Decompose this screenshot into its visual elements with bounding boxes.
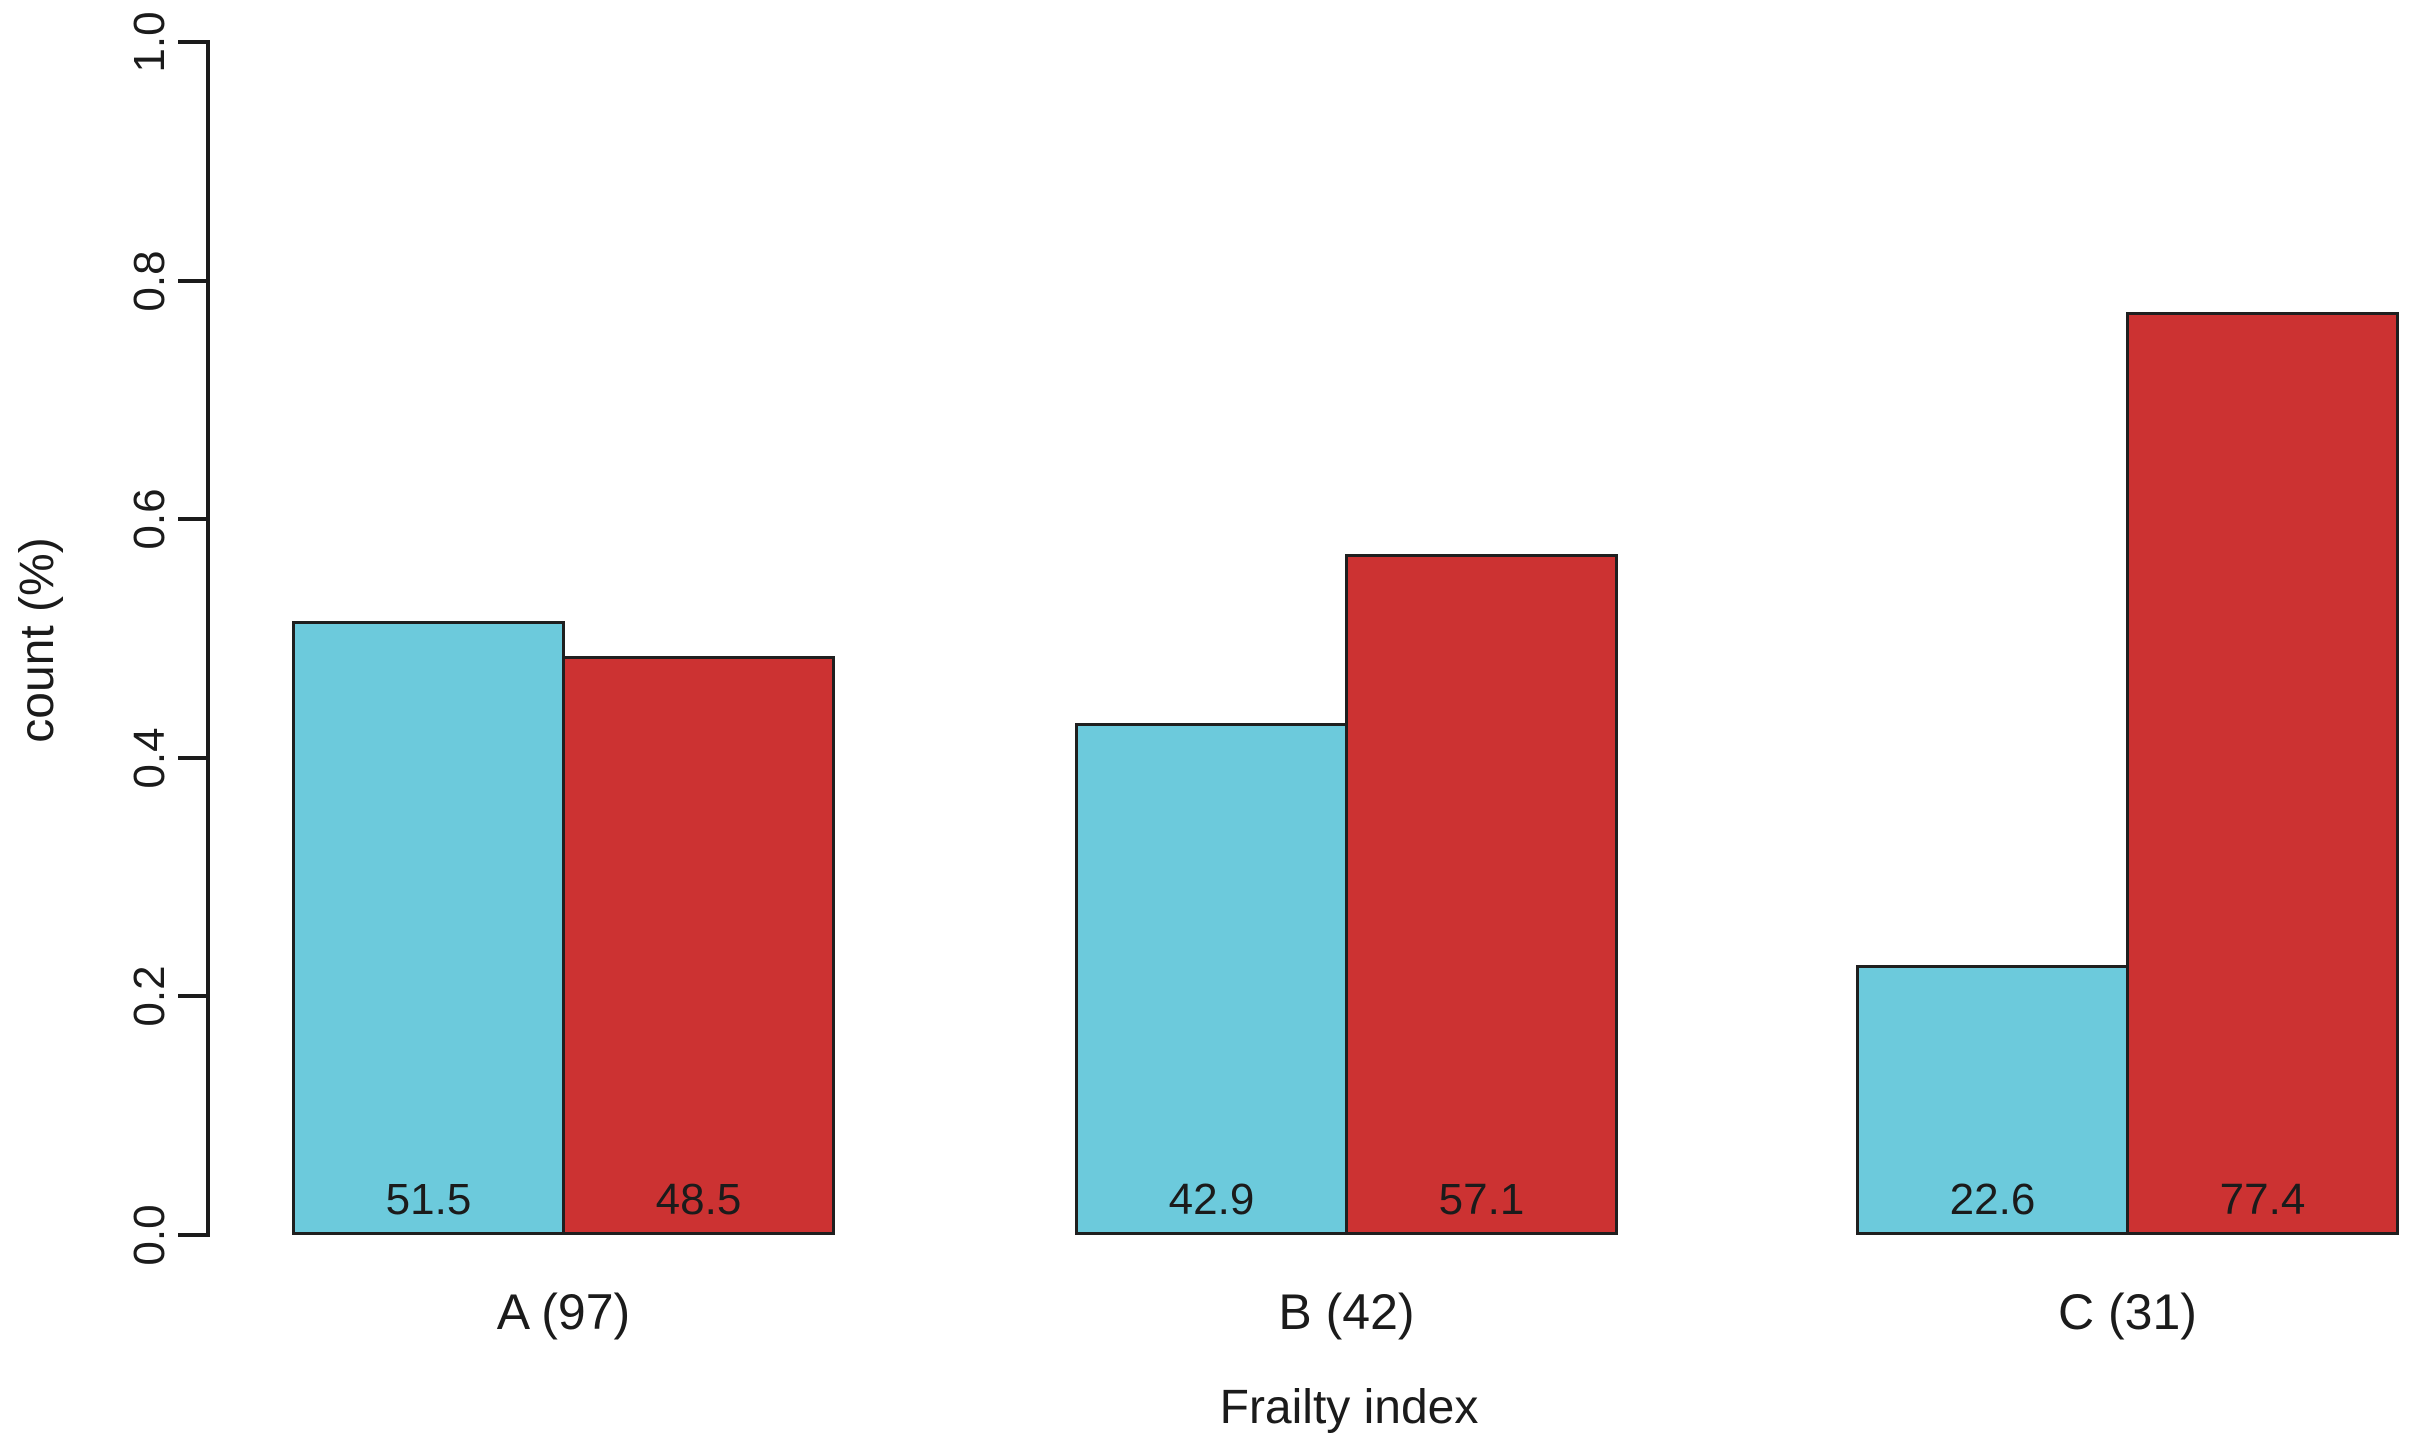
bar-C-cyan	[1856, 965, 2129, 1235]
x-axis-title: Frailty index	[1219, 1381, 1479, 1434]
y-tick	[178, 517, 206, 522]
y-tick	[178, 994, 206, 999]
y-tick-label: 0.2	[125, 965, 174, 1027]
bar-B-red	[1345, 553, 1618, 1235]
y-tick	[178, 40, 206, 44]
bar-value-label: 77.4	[2219, 1175, 2306, 1224]
y-axis-line	[206, 40, 210, 1237]
bar-value-label: 51.5	[385, 1175, 472, 1224]
y-tick	[178, 1233, 206, 1237]
x-category-label: A (97)	[496, 1284, 631, 1340]
x-category-label: B (42)	[1278, 1284, 1415, 1340]
y-tick-label: 0.6	[125, 488, 174, 550]
bar-value-label: 48.5	[655, 1175, 742, 1224]
bar-A-cyan	[292, 620, 565, 1235]
bar-value-label: 42.9	[1168, 1175, 1255, 1224]
y-tick	[178, 278, 206, 283]
bar-B-cyan	[1075, 723, 1348, 1235]
y-tick-label: 1.0	[125, 11, 174, 73]
y-tick-label: 0.8	[125, 250, 174, 312]
y-tick	[178, 755, 206, 760]
bar-value-label: 22.6	[1949, 1175, 2036, 1224]
x-category-label: C (31)	[2058, 1284, 2197, 1340]
y-tick-label: 0.4	[125, 727, 174, 789]
y-tick-label: 0.0	[125, 1204, 174, 1266]
bar-C-red	[2126, 311, 2399, 1235]
bar-A-red	[562, 656, 835, 1235]
bar-value-label: 57.1	[1438, 1175, 1525, 1224]
